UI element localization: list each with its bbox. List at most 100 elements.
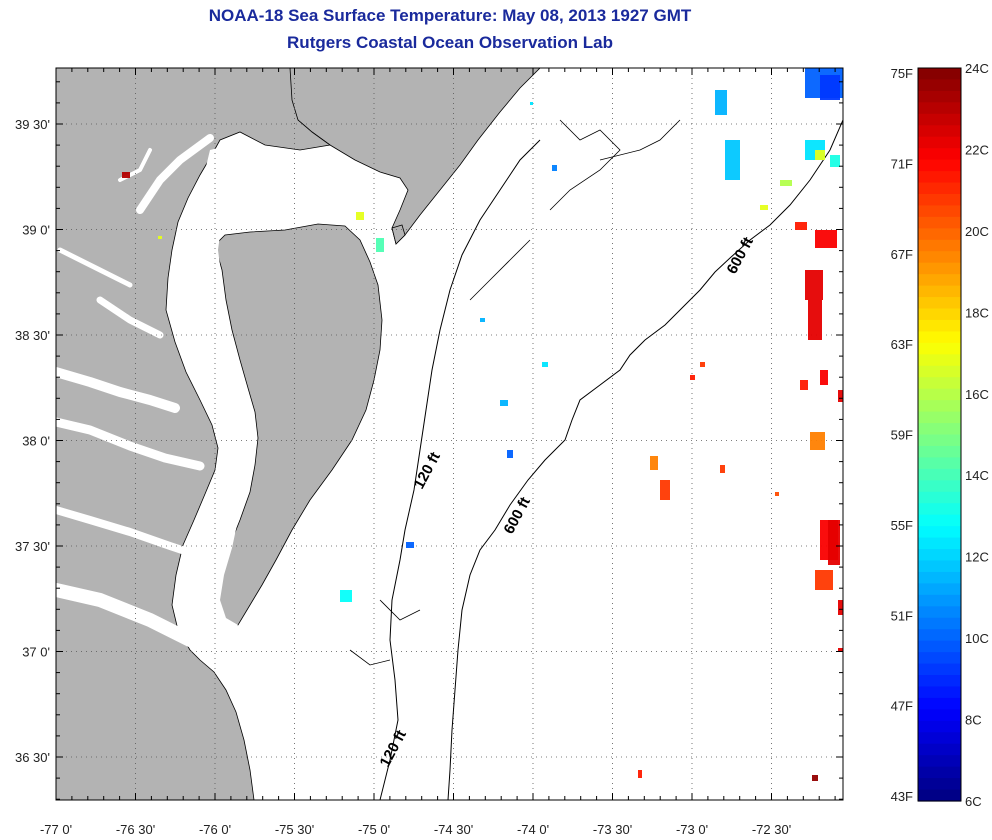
sst-pixel-patch xyxy=(795,222,807,230)
colorbar-band xyxy=(918,503,961,516)
colorbar-celsius-label: 12C xyxy=(965,550,989,565)
sst-pixel-patch xyxy=(820,370,828,385)
depth-contours xyxy=(349,119,843,800)
sst-pixel-patch xyxy=(808,300,822,340)
map-axes xyxy=(55,68,843,800)
colorbar-celsius-label: 8C xyxy=(965,713,982,728)
colorbar-band xyxy=(918,182,961,195)
map-subtitle: Rutgers Coastal Ocean Observation Lab xyxy=(287,33,613,52)
sst-pixel-patch xyxy=(815,230,837,248)
sst-pixel-patch xyxy=(650,456,658,470)
sst-pixel-patch xyxy=(830,155,840,167)
colorbar-celsius-label: 14C xyxy=(965,468,989,483)
sst-pixel-patch xyxy=(838,648,843,652)
longitude-tick-label: -73 0' xyxy=(676,822,708,837)
tidal-rivers xyxy=(56,134,214,647)
colorbar-band xyxy=(918,148,961,161)
colorbar-band xyxy=(918,423,961,436)
latitude-tick-label: 39 30' xyxy=(15,117,50,132)
sst-pixel-patch xyxy=(810,432,825,450)
colorbar-band xyxy=(918,68,961,81)
longitude-tick-label: -75 30' xyxy=(275,822,314,837)
colorbar-fahrenheit-label: 67F xyxy=(891,247,913,262)
colorbar-band xyxy=(918,216,961,229)
colorbar-fahrenheit-label: 59F xyxy=(891,428,913,443)
sst-pixel-patch xyxy=(828,520,840,565)
chesapeake-bay xyxy=(194,145,246,640)
colorbar-celsius-label: 10C xyxy=(965,631,989,646)
colorbar-band xyxy=(918,514,961,527)
colorbar-band xyxy=(918,193,961,207)
colorbar-celsius-label: 24C xyxy=(965,61,989,76)
colorbar-band xyxy=(918,79,961,92)
colorbar-band xyxy=(918,778,961,791)
colorbar-band xyxy=(918,526,961,539)
colorbar-fahrenheit-label: 63F xyxy=(891,337,913,352)
sst-pixel-patch xyxy=(356,212,364,220)
colorbar-band xyxy=(918,468,961,481)
sst-pixel-patch xyxy=(820,75,840,100)
sst-pixel-patch xyxy=(838,600,843,615)
sst-pixel-patch xyxy=(838,390,843,402)
colorbar-frame xyxy=(917,67,962,802)
colorbar-band xyxy=(918,251,961,264)
longitude-tick-label: -75 0' xyxy=(358,822,390,837)
colorbar-fahrenheit-label: 43F xyxy=(891,789,913,804)
colorbar-band xyxy=(918,549,961,562)
colorbar-fahrenheit-label: 55F xyxy=(891,518,913,533)
sst-pixel-patch xyxy=(552,165,557,171)
colorbar-band xyxy=(918,709,961,722)
colorbar-band xyxy=(918,171,961,184)
latitude-tick-label: 36 30' xyxy=(15,750,50,765)
colorbar-band xyxy=(918,755,961,768)
sst-pixel-patch xyxy=(775,492,779,496)
colorbar-band xyxy=(918,640,961,653)
sst-pixel-patch xyxy=(500,400,508,406)
sst-pixel-patch xyxy=(720,465,725,473)
colorbar-fahrenheit-label: 47F xyxy=(891,699,913,714)
colorbar-band xyxy=(918,342,961,355)
colorbar-band xyxy=(918,457,961,470)
colorbar-band xyxy=(918,732,961,745)
colorbar-band xyxy=(918,743,961,756)
colorbar-fahrenheit-label: 51F xyxy=(891,608,913,623)
colorbar-band xyxy=(918,606,961,619)
sst-pixel-patch xyxy=(638,770,642,778)
colorbar-band xyxy=(918,388,961,401)
sst-pixel-patch xyxy=(542,362,548,367)
contour-120ft-line xyxy=(379,139,541,800)
sst-pixel-patch xyxy=(725,140,740,180)
sst-pixel-patch xyxy=(715,90,727,115)
sst-pixel-patch xyxy=(760,205,768,210)
colorbar-band xyxy=(918,491,961,504)
latitude-labels: 39 30' 39 0' 38 30' 38 0' 37 30' 37 0' 36 30' xyxy=(15,117,50,765)
sst-pixel-patch xyxy=(158,236,162,239)
sst-pixel-patch xyxy=(340,590,352,602)
colorbar-band xyxy=(918,675,961,688)
sst-pixel-patch xyxy=(660,480,670,500)
longitude-tick-label: -73 30' xyxy=(593,822,632,837)
colorbar-band xyxy=(918,262,961,275)
colorbar-band xyxy=(918,445,961,459)
sst-pixel-patch xyxy=(480,318,485,322)
colorbar-band xyxy=(918,629,961,642)
colorbar-band xyxy=(918,285,961,298)
colorbar-band xyxy=(918,136,961,149)
colorbar-bands xyxy=(918,68,961,802)
colorbar-band xyxy=(918,583,961,596)
colorbar-band xyxy=(918,319,961,333)
latitude-tick-label: 39 0' xyxy=(22,223,50,238)
colorbar-celsius-label: 16C xyxy=(965,387,989,402)
sst-pixel-patch xyxy=(690,375,695,380)
colorbar-band xyxy=(918,411,961,424)
colorbar-band xyxy=(918,537,961,550)
colorbar-band xyxy=(918,308,961,321)
map-content: 600 ft 120 ft 600 ft 120 ft xyxy=(56,68,843,800)
colorbar-band xyxy=(918,125,961,138)
colorbar-band xyxy=(918,228,961,241)
longitude-tick-label: -76 30' xyxy=(116,822,155,837)
colorbar-band xyxy=(918,400,961,413)
contour-600ft-line xyxy=(447,119,843,800)
